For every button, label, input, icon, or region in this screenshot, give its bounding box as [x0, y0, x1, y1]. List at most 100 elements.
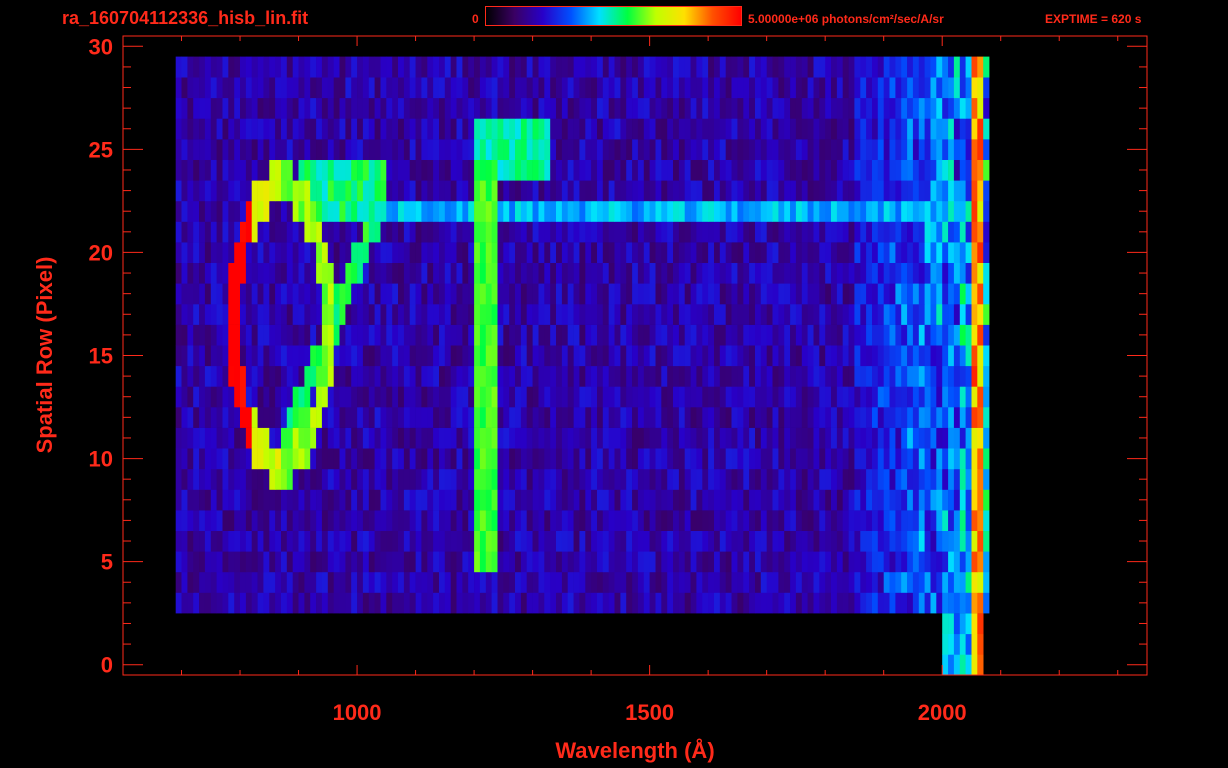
heatmap-cell — [573, 448, 580, 470]
y-tick-label: 20 — [89, 240, 113, 265]
heatmap-cell — [579, 159, 586, 181]
heatmap-cell — [825, 365, 832, 387]
heatmap-cell — [784, 77, 791, 99]
heatmap-cell — [380, 468, 387, 490]
heatmap-cell — [444, 180, 451, 202]
heatmap-cell — [310, 118, 317, 140]
heatmap-cell — [245, 324, 253, 346]
heatmap-cell — [585, 56, 592, 78]
heatmap-cell — [573, 592, 580, 614]
heatmap-cell — [415, 262, 422, 284]
heatmap-cell — [655, 345, 662, 367]
heatmap-cell — [649, 242, 656, 263]
heatmap-cell — [286, 77, 293, 99]
heatmap-cell — [684, 221, 691, 243]
heatmap-cell — [520, 407, 528, 428]
heatmap-cell — [983, 468, 990, 490]
heatmap-cell — [848, 530, 855, 552]
heatmap-cell — [872, 510, 879, 531]
heatmap-cell — [485, 200, 492, 222]
heatmap-cell — [316, 304, 323, 325]
colorbar — [485, 6, 742, 26]
heatmap-cell — [374, 283, 381, 305]
heatmap-cell — [421, 283, 428, 305]
heatmap-cell — [251, 592, 258, 614]
heatmap-cell — [889, 448, 896, 470]
heatmap-cell — [398, 262, 405, 284]
heatmap-cell — [983, 283, 990, 305]
heatmap-cell — [649, 468, 656, 490]
heatmap-cell — [602, 118, 609, 140]
heatmap-cell — [918, 407, 925, 428]
heatmap-cell — [725, 118, 732, 140]
heatmap-cell — [199, 510, 206, 531]
heatmap-cell — [181, 592, 188, 614]
heatmap-cell — [234, 200, 241, 222]
heatmap-cell — [357, 386, 364, 408]
heatmap-cell — [872, 304, 879, 325]
heatmap-cell — [942, 283, 949, 305]
heatmap-cell — [708, 571, 715, 593]
heatmap-cell — [310, 571, 317, 593]
heatmap-cell — [684, 427, 691, 449]
heatmap-cell — [614, 489, 621, 511]
heatmap-cell — [731, 324, 738, 346]
heatmap-cell — [210, 139, 217, 160]
heatmap-cell — [193, 468, 200, 490]
heatmap-cell — [269, 510, 276, 531]
heatmap-cell — [912, 283, 920, 305]
heatmap-cell — [444, 345, 451, 367]
heatmap-cell — [749, 77, 756, 99]
heatmap-cell — [795, 427, 803, 449]
heatmap-cell — [860, 407, 867, 428]
heatmap-cell — [556, 283, 563, 305]
heatmap-cell — [491, 118, 498, 140]
heatmap-cell — [877, 407, 884, 428]
heatmap-cell — [321, 118, 329, 140]
heatmap-cell — [374, 97, 381, 119]
heatmap-cell — [877, 468, 884, 490]
heatmap-cell — [199, 262, 206, 284]
heatmap-cell — [357, 242, 364, 263]
heatmap-cell — [204, 468, 212, 490]
heatmap-cell — [953, 365, 961, 387]
heatmap-cell — [696, 200, 703, 222]
heatmap-cell — [386, 221, 393, 243]
heatmap-cell — [971, 468, 978, 490]
heatmap-cell — [544, 118, 551, 140]
heatmap-cell — [632, 180, 639, 202]
heatmap-cell — [392, 571, 399, 593]
heatmap-cell — [193, 77, 200, 99]
heatmap-cell — [204, 324, 212, 346]
heatmap-cell — [544, 77, 551, 99]
heatmap-cell — [222, 365, 229, 387]
heatmap-cell — [468, 118, 475, 140]
heatmap-cell — [421, 551, 428, 573]
heatmap-cell — [491, 139, 498, 160]
heatmap-cell — [316, 345, 323, 367]
heatmap-cell — [883, 118, 890, 140]
heatmap-cell — [784, 386, 791, 408]
heatmap-cell — [550, 386, 557, 408]
heatmap-cell — [842, 468, 849, 490]
heatmap-cell — [825, 510, 832, 531]
heatmap-cell — [971, 386, 978, 408]
heatmap-cell — [491, 97, 498, 119]
heatmap-cell — [866, 200, 873, 222]
heatmap-cell — [257, 180, 264, 202]
heatmap-cell — [462, 304, 469, 325]
heatmap-cell — [866, 448, 873, 470]
heatmap-cell — [362, 551, 370, 573]
heatmap-cell — [567, 200, 574, 222]
heatmap-cell — [450, 97, 457, 119]
heatmap-cell — [175, 200, 182, 222]
heatmap-cell — [321, 365, 329, 387]
heatmap-cell — [193, 242, 200, 263]
heatmap-cell — [298, 97, 305, 119]
heatmap-cell — [872, 530, 879, 552]
heatmap-cell — [479, 468, 487, 490]
heatmap-cell — [556, 551, 563, 573]
heatmap-cell — [380, 304, 387, 325]
heatmap-cell — [872, 242, 879, 263]
heatmap-cell — [801, 56, 808, 78]
